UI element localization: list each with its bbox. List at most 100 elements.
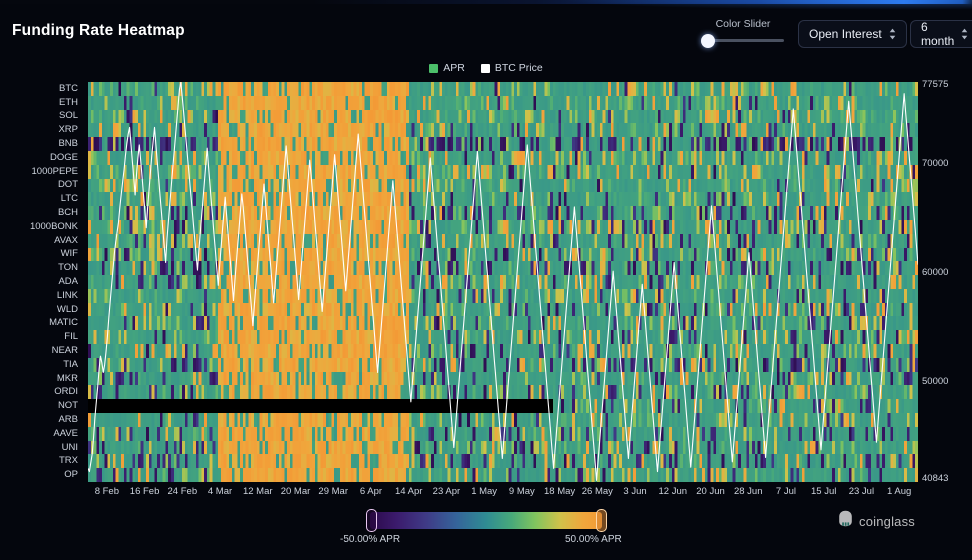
heatmap-row[interactable] — [88, 413, 918, 428]
color-scale-max-label: 50.00% APR — [565, 534, 622, 545]
symbol-label: OP — [64, 469, 78, 481]
color-scale-max-handle[interactable] — [596, 509, 607, 532]
heatmap-row[interactable] — [88, 219, 918, 234]
price-tick-label: 77575 — [922, 79, 949, 90]
date-tick-label: 1 Aug — [886, 486, 912, 497]
symbol-label: FIL — [64, 331, 78, 343]
color-slider-track[interactable] — [702, 39, 784, 42]
symbol-label: WLD — [56, 303, 78, 315]
heatmap-row[interactable] — [88, 330, 918, 345]
legend-swatch-apr — [429, 63, 439, 73]
heatmap-row[interactable] — [88, 150, 918, 165]
page-header: Funding Rate Heatmap Color Slider Open I… — [0, 4, 972, 58]
symbol-label: WIF — [60, 248, 78, 260]
stepper-updown-icon — [961, 28, 968, 40]
date-tick-label: 26 May — [581, 486, 613, 497]
heatmap-row[interactable] — [88, 399, 918, 414]
chart-legend: APR BTC Price — [0, 58, 972, 78]
heatmap-row[interactable] — [88, 454, 918, 469]
date-tick-label: 23 Apr — [432, 486, 461, 497]
heatmap-row[interactable] — [88, 261, 918, 276]
symbol-label: MATIC — [49, 317, 78, 329]
symbol-label: ETH — [59, 96, 78, 108]
metric-select[interactable]: Open Interest — [798, 20, 907, 48]
heatmap-row[interactable] — [88, 109, 918, 124]
heatmap-row[interactable] — [88, 357, 918, 372]
symbol-label: MKR — [56, 372, 78, 384]
date-tick-label: 16 Feb — [129, 486, 160, 497]
symbol-label: BNB — [58, 138, 78, 150]
symbol-label: 1000BONK — [29, 220, 78, 232]
symbol-label: UNI — [61, 441, 78, 453]
date-tick-label: 20 Jun — [696, 486, 725, 497]
symbol-label: AAVE — [53, 427, 78, 439]
price-tick-label: 70000 — [922, 158, 949, 170]
date-tick-label: 24 Feb — [167, 486, 198, 497]
heatmap-row[interactable] — [88, 82, 918, 96]
heatmap-row[interactable] — [88, 385, 918, 400]
period-select-value: 6 month — [921, 20, 955, 48]
heatmap-row[interactable] — [88, 302, 918, 317]
color-scale: -50.00% APR 50.00% APR — [0, 508, 972, 554]
color-scale-min-label: -50.00% APR — [340, 534, 401, 545]
symbol-label: XRP — [58, 124, 78, 136]
heatmap-row[interactable] — [88, 468, 918, 482]
heatmap-row[interactable] — [88, 275, 918, 290]
heatmap-grid[interactable] — [88, 82, 918, 482]
page-title: Funding Rate Heatmap — [12, 22, 185, 39]
date-tick-label: 6 Apr — [359, 486, 383, 497]
symbol-label: TRX — [59, 455, 78, 467]
color-slider-knob[interactable] — [701, 33, 716, 48]
date-tick-label: 8 Feb — [94, 486, 120, 497]
symbol-label: ARB — [58, 413, 78, 425]
top-accent-bar — [0, 0, 972, 4]
date-tick-label: 20 Mar — [280, 486, 311, 497]
metric-select-value: Open Interest — [809, 27, 882, 41]
symbol-label: TIA — [63, 358, 78, 370]
heatmap-row[interactable] — [88, 123, 918, 138]
date-tick-label: 18 May — [544, 486, 576, 497]
heatmap-row[interactable] — [88, 192, 918, 207]
color-slider[interactable]: Color Slider — [700, 18, 786, 48]
symbol-axis: BTC ETH SOL XRP BNB DOGE 1000PEPE DOT LTC BCH 1000… — [0, 80, 84, 484]
period-select[interactable]: 6 month — [910, 20, 972, 48]
heatmap-row[interactable] — [88, 95, 918, 110]
date-axis: 8 Feb 16 Feb 24 Feb 4 Mar 12 Mar 20 Mar 29 Mar… — [0, 486, 972, 504]
legend-item-btc-price[interactable]: BTC Price — [480, 62, 543, 74]
heatmap-row[interactable] — [88, 426, 918, 441]
heatmap-row[interactable] — [88, 164, 918, 179]
symbol-label: DOGE — [50, 151, 78, 163]
heatmap-row[interactable] — [88, 344, 918, 359]
heatmap-row[interactable] — [88, 288, 918, 303]
symbol-label: AVAX — [54, 234, 78, 246]
date-tick-label: 23 Jul — [848, 486, 875, 497]
date-tick-label: 4 Mar — [207, 486, 233, 497]
price-axis: 77575 70000 60000 50000 40843 — [922, 80, 972, 484]
symbol-label: 1000PEPE — [31, 165, 78, 177]
heatmap-row[interactable] — [88, 233, 918, 248]
heatmap-row[interactable] — [88, 206, 918, 221]
heatmap-row[interactable] — [88, 371, 918, 386]
legend-item-apr[interactable]: APR — [429, 62, 465, 74]
color-scale-min-handle[interactable] — [366, 509, 377, 532]
symbol-label: DOT — [57, 179, 78, 191]
heatmap-row[interactable] — [88, 440, 918, 455]
legend-label-apr: APR — [443, 62, 465, 74]
legend-label-btc-price: BTC Price — [494, 62, 543, 74]
stepper-updown-icon — [889, 28, 896, 40]
date-tick-label: 9 May — [508, 486, 535, 497]
heatmap-row[interactable] — [88, 316, 918, 331]
plot-area: BTC ETH SOL XRP BNB DOGE 1000PEPE DOT LTC BCH 1000… — [0, 80, 972, 529]
date-tick-label: 29 Mar — [318, 486, 349, 497]
heatmap-row[interactable] — [88, 247, 918, 262]
color-scale-gradient[interactable] — [370, 512, 602, 529]
color-slider-label: Color Slider — [715, 18, 771, 30]
heatmap-row[interactable] — [88, 137, 918, 152]
symbol-label: ADA — [58, 276, 78, 287]
symbol-label: LTC — [60, 193, 78, 205]
date-tick-label: 3 Jun — [623, 486, 647, 497]
symbol-label: NEAR — [51, 344, 78, 356]
heatmap-row[interactable] — [88, 178, 918, 193]
date-tick-label: 7 Jul — [775, 486, 796, 497]
legend-swatch-btc-price — [480, 63, 490, 73]
